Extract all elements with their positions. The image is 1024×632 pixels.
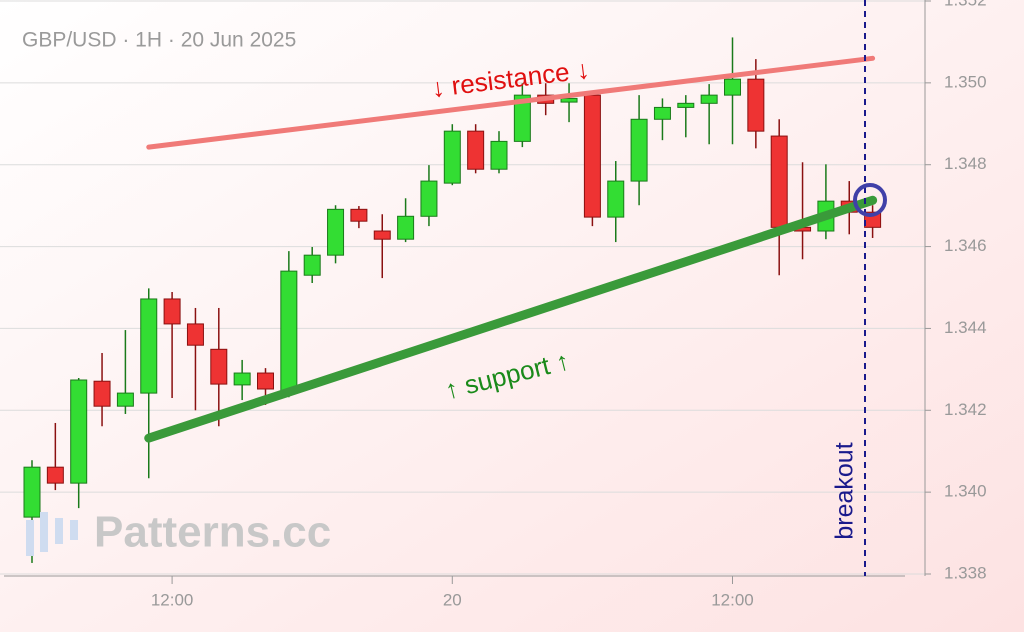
candle-body: [140, 298, 158, 394]
candle-body: [23, 466, 41, 518]
x-tick-label: 20: [443, 590, 462, 609]
candle-body: [747, 78, 765, 132]
y-tick-label: 1.344: [944, 318, 987, 337]
candle-body: [490, 140, 508, 170]
candle-body: [677, 102, 695, 108]
trendline: [146, 55, 876, 150]
candle-body: [724, 78, 741, 96]
candle-body: [583, 94, 601, 218]
candle-body: [210, 348, 228, 385]
candle-body: [233, 372, 251, 386]
candle-body: [420, 180, 438, 217]
candle-body: [46, 466, 64, 484]
watermark-icon: [26, 512, 78, 556]
trendline: [144, 195, 878, 443]
candle-body: [350, 208, 368, 222]
x-tick-label: 12:00: [151, 590, 194, 609]
candle-body: [257, 372, 274, 390]
candle-body: [373, 230, 391, 240]
watermark: Patterns.cc: [94, 508, 331, 557]
candle-body: [186, 323, 204, 346]
candle-body: [327, 208, 345, 256]
y-tick-label: 1.348: [944, 154, 987, 173]
breakout-marker: [853, 183, 887, 217]
candle-body: [560, 97, 578, 103]
candle-body: [116, 392, 134, 407]
y-tick-label: 1.338: [944, 563, 987, 582]
y-tick-label: 1.346: [944, 236, 987, 255]
y-tick-label: 1.350: [944, 72, 987, 91]
candle-body: [93, 380, 111, 407]
candle-body: [303, 254, 321, 276]
candle-body: [443, 130, 461, 184]
breakout-label: breakout: [831, 442, 859, 539]
y-tick-label: 1.340: [944, 482, 987, 501]
candle-body: [70, 379, 88, 484]
candle-body: [607, 180, 625, 218]
candle-body: [700, 94, 718, 104]
candle-body: [467, 130, 485, 170]
candle-body: [653, 106, 671, 120]
candle-body: [163, 298, 181, 325]
chart-title: GBP/USD · 1H · 20 Jun 2025: [22, 29, 296, 52]
candle-body: [397, 215, 415, 240]
candle-body: [770, 135, 788, 228]
y-tick-label: 1.352: [944, 0, 987, 9]
candle-body: [630, 118, 648, 182]
x-tick-label: 12:00: [711, 590, 754, 609]
candle-body: [513, 94, 531, 142]
y-tick-label: 1.342: [944, 400, 987, 419]
candle-body: [280, 270, 298, 394]
